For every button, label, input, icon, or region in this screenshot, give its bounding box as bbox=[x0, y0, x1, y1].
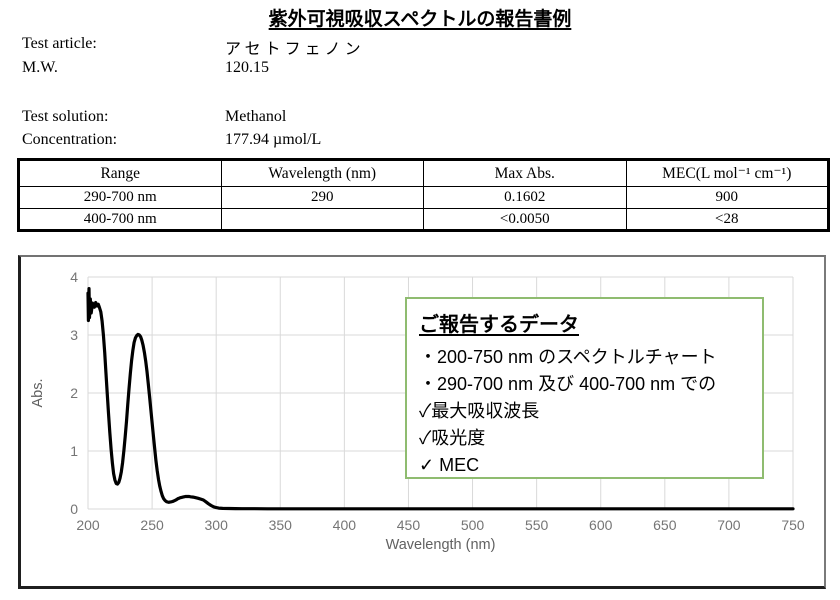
x-tick-label: 600 bbox=[589, 517, 613, 533]
x-tick-label: 200 bbox=[76, 517, 100, 533]
test-solution-value: Methanol bbox=[225, 108, 287, 125]
cell-max-abs-2: <0.0050 bbox=[423, 208, 627, 231]
cell-max-abs-1: 0.1602 bbox=[423, 186, 627, 209]
x-tick-label: 350 bbox=[269, 517, 293, 533]
x-tick-label: 550 bbox=[525, 517, 549, 533]
spectrum-figure: 0 1 2 3 4 200 250 300 350 400 450 500 550 600 650 700 75… bbox=[18, 255, 826, 589]
spectrum-curve bbox=[86, 287, 795, 511]
x-tick-label: 250 bbox=[140, 517, 164, 533]
cell-wavelength-1: 290 bbox=[220, 186, 424, 209]
x-tick-label: 650 bbox=[653, 517, 677, 533]
results-table-header-row: Range Wavelength (nm) Max Abs. MEC(L mol… bbox=[18, 159, 829, 187]
col-header-max-abs: Max Abs. bbox=[423, 159, 627, 187]
info-row-test-solution: Test solution: Methanol bbox=[22, 108, 622, 130]
reported-data-callout: ご報告するデータ ・200-750 nm のスペクトルチャート ・290-700… bbox=[405, 297, 764, 479]
mw-value: 120.15 bbox=[225, 59, 269, 76]
callout-title: ご報告するデータ bbox=[419, 314, 579, 336]
x-tick-label: 750 bbox=[781, 517, 805, 533]
info-row-concentration: Concentration: 177.94 µmol/L bbox=[22, 131, 622, 153]
col-header-wavelength: Wavelength (nm) bbox=[220, 159, 424, 187]
callout-line-chart-range: ・200-750 nm のスペクトルチャート bbox=[419, 347, 717, 367]
x-tick-label: 700 bbox=[717, 517, 741, 533]
callout-line-absorbance: ✓吸光度 bbox=[419, 428, 486, 448]
x-tick-label: 500 bbox=[461, 517, 485, 533]
concentration-value: 177.94 µmol/L bbox=[225, 131, 322, 148]
cell-mec-2: <28 bbox=[625, 208, 829, 231]
cell-range-2: 400-700 nm bbox=[18, 208, 222, 231]
cell-mec-1: 900 bbox=[625, 186, 829, 209]
col-header-mec: MEC(L mol⁻¹ cm⁻¹) bbox=[625, 159, 829, 187]
info-row-mw: M.W. 120.15 bbox=[22, 59, 622, 81]
page-title: 紫外可視吸収スペクトルの報告書例 bbox=[0, 4, 840, 31]
callout-line-ranges: ・290-700 nm 及び 400-700 nm での bbox=[419, 374, 717, 394]
concentration-label: Concentration: bbox=[22, 131, 118, 148]
test-article-value: アセトフェノン bbox=[225, 41, 365, 58]
page-title-text: 紫外可視吸収スペクトルの報告書例 bbox=[268, 9, 572, 30]
test-article-label: Test article: bbox=[22, 35, 97, 52]
callout-line-mec: ✓ MEC bbox=[419, 455, 480, 475]
cell-range-1: 290-700 nm bbox=[18, 186, 222, 209]
y-axis-title: Abs. bbox=[30, 378, 46, 407]
x-axis-title: Wavelength (nm) bbox=[386, 537, 496, 553]
x-tick-label: 450 bbox=[397, 517, 421, 533]
mw-label: M.W. bbox=[22, 59, 58, 76]
table-row: 290-700 nm 290 0.1602 900 bbox=[18, 186, 829, 209]
col-header-range: Range bbox=[18, 159, 222, 187]
y-tick-label: 2 bbox=[70, 385, 78, 401]
y-tick-label: 0 bbox=[70, 501, 78, 517]
y-tick-label: 4 bbox=[70, 269, 78, 285]
callout-line-max-wavelength: ✓最大吸収波長 bbox=[419, 401, 540, 421]
x-tick-label: 400 bbox=[333, 517, 357, 533]
info-row-test-article: Test article: アセトフェノン bbox=[22, 35, 622, 58]
cell-wavelength-2 bbox=[220, 208, 424, 231]
x-tick-label: 300 bbox=[205, 517, 229, 533]
y-tick-label: 3 bbox=[70, 327, 78, 343]
results-table: Range Wavelength (nm) Max Abs. MEC(L mol… bbox=[17, 158, 830, 232]
test-solution-label: Test solution: bbox=[22, 108, 109, 125]
table-row: 400-700 nm <0.0050 <28 bbox=[18, 208, 829, 231]
y-tick-label: 1 bbox=[70, 443, 78, 459]
